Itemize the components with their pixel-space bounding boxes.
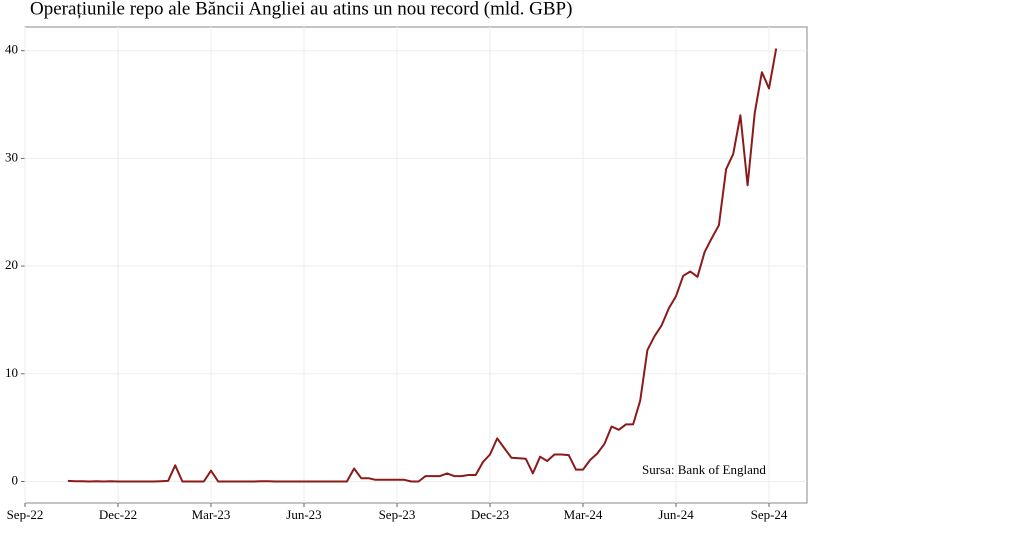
x-tick-label: Dec-22 [99, 507, 137, 522]
x-tick-label: Sep-22 [7, 507, 44, 522]
x-tick-label: Sep-23 [379, 507, 416, 522]
x-tick-label: Jun-24 [658, 507, 694, 522]
y-tick-label: 30 [5, 149, 18, 164]
annotation: Sursa: Bank of England [642, 462, 766, 477]
y-tick-label: 40 [5, 42, 18, 57]
y-tick-label: 10 [5, 365, 18, 380]
x-tick-label: Mar-24 [564, 507, 603, 522]
x-tick-label: Sep-24 [751, 507, 788, 522]
y-tick-label: 0 [12, 472, 19, 487]
x-tick-label: Dec-23 [471, 507, 509, 522]
plot-frame [24, 26, 808, 504]
line [67, 48, 778, 483]
y-tick-label: 20 [5, 257, 18, 272]
x-tick-label: Mar-23 [192, 507, 231, 522]
chart-title: Operațiunile repo ale Băncii Angliei au … [30, 0, 572, 19]
x-tick-label: Jun-23 [286, 507, 321, 522]
